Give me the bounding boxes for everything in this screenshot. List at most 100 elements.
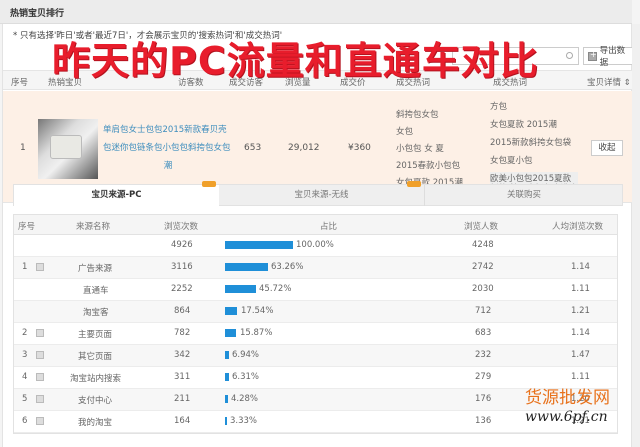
search-input[interactable] bbox=[452, 47, 579, 65]
ratio-value: 6.94% bbox=[232, 350, 260, 360]
notice-text: * 只有选择'昨日'或者'最近7日'，才会展示宝贝的'搜索热词'和'成交热词' bbox=[13, 31, 283, 41]
scrollbar[interactable] bbox=[632, 24, 640, 447]
table-row: 4 淘宝站内搜索 311 6.31% 279 1.11 bbox=[14, 367, 617, 389]
uv-value: 136 bbox=[475, 416, 492, 426]
collapse-button[interactable]: 收起 bbox=[591, 140, 623, 156]
table-row: 5 支付中心 211 4.28% 176 1.20 bbox=[14, 389, 617, 411]
pv-value: 2252 bbox=[171, 284, 193, 294]
avg-value: 1.21 bbox=[571, 306, 590, 316]
source-name: 直通车 bbox=[83, 286, 109, 296]
ratio-bar bbox=[225, 241, 293, 249]
row-index: 2 bbox=[22, 328, 28, 338]
ratio-bar bbox=[225, 351, 229, 359]
source-name: 淘宝站内搜索 bbox=[70, 374, 122, 384]
source-name: 主要页面 bbox=[78, 330, 113, 340]
col-index: 序号 bbox=[11, 78, 29, 88]
visitors-value: 653 bbox=[244, 143, 262, 153]
keyword: 斜挎包女包 bbox=[396, 110, 439, 120]
tab-source-pc[interactable]: 宝贝来源-PC bbox=[14, 185, 219, 206]
col-index: 序号 bbox=[18, 222, 36, 232]
ratio-bar bbox=[225, 395, 228, 403]
keyword: 2015春款小包包 bbox=[396, 161, 461, 171]
col-avg-views: 人均浏览次数 bbox=[552, 222, 604, 232]
ratio-value: 100.00% bbox=[296, 240, 334, 250]
pv-value: 864 bbox=[174, 306, 191, 316]
table-row: 2 主要页面 782 15.87% 683 1.14 bbox=[14, 323, 617, 345]
col-visitors[interactable]: 访客数 bbox=[178, 78, 204, 88]
pageviews-value: 29,012 bbox=[288, 143, 320, 153]
tab-label: 宝贝来源-PC bbox=[91, 190, 142, 200]
search-icon[interactable] bbox=[566, 52, 573, 59]
source-name: 其它页面 bbox=[78, 352, 113, 362]
col-details[interactable]: 宝贝详情 ⇕ bbox=[587, 78, 631, 88]
tab-label: 宝贝来源-无线 bbox=[294, 190, 349, 200]
export-label: 导出数据 bbox=[599, 46, 626, 68]
col-ratio: 占比 bbox=[320, 222, 338, 232]
product-thumbnail[interactable] bbox=[38, 119, 98, 179]
panel-body: * 只有选择'昨日'或者'最近7日'，才会展示宝贝的'搜索热词'和'成交热词' … bbox=[2, 24, 633, 447]
avg-value: 1.20 bbox=[571, 394, 590, 404]
pv-value: 211 bbox=[174, 394, 191, 404]
expand-icon[interactable] bbox=[36, 373, 44, 381]
uv-value: 232 bbox=[475, 350, 492, 360]
expand-icon[interactable] bbox=[36, 263, 44, 271]
panel-header: 热销宝贝排行 bbox=[0, 0, 632, 24]
pv-value: 3116 bbox=[171, 262, 193, 272]
avg-value: 1.47 bbox=[571, 350, 590, 360]
source-tabs: 宝贝来源-PC 宝贝来源-无线 关联购买 bbox=[13, 181, 623, 206]
uv-value: 4248 bbox=[472, 240, 494, 250]
expand-icon[interactable] bbox=[36, 329, 44, 337]
source-name: 广告来源 bbox=[78, 264, 113, 274]
col-source-name: 来源名称 bbox=[76, 222, 111, 232]
table-row: 直通车 2252 45.72% 2030 1.11 bbox=[14, 279, 617, 301]
ratio-value: 3.33% bbox=[230, 416, 258, 426]
ratio-bar bbox=[225, 307, 237, 315]
keyword: 女包夏款 2015潮 bbox=[490, 120, 557, 130]
source-name: 淘宝客 bbox=[83, 308, 109, 318]
watermark-url: www.6pf.cn bbox=[525, 409, 608, 425]
ratio-value: 45.72% bbox=[259, 284, 292, 294]
col-deal-keywords: 成交热词 bbox=[493, 78, 528, 88]
ratio-bar bbox=[225, 373, 229, 381]
ratio-value: 4.28% bbox=[231, 394, 259, 404]
pv-value: 164 bbox=[174, 416, 191, 426]
source-name: 支付中心 bbox=[78, 396, 113, 406]
col-pageviews: 浏览次数 bbox=[164, 222, 199, 232]
tab-related-purchase[interactable]: 关联购买 bbox=[425, 185, 623, 206]
source-name: 我的淘宝 bbox=[78, 418, 113, 428]
export-data-button[interactable]: 导出数据 bbox=[583, 46, 633, 68]
tab-label: 关联购买 bbox=[506, 190, 541, 200]
avg-value: 1.21 bbox=[571, 416, 590, 426]
product-title-link[interactable]: 单肩包女士包包2015新款春贝壳 包迷你包链条包小包包斜挎包女包 潮 bbox=[103, 121, 233, 175]
uv-value: 683 bbox=[475, 328, 492, 338]
search-keyword-list: 斜挎包女包 女包 小包包 女 夏 2015春款小包包 女包夏款 2015潮 bbox=[396, 107, 463, 192]
ratio-bar bbox=[225, 329, 236, 337]
expand-icon[interactable] bbox=[36, 351, 44, 359]
title-line-3: 潮 bbox=[163, 161, 173, 171]
ratio-value: 15.87% bbox=[240, 328, 273, 338]
col-price[interactable]: 成交价 bbox=[340, 78, 366, 88]
expand-icon[interactable] bbox=[36, 395, 44, 403]
row-index: 5 bbox=[22, 394, 28, 404]
keyword: 方包 bbox=[490, 102, 508, 112]
ratio-bar bbox=[225, 417, 227, 425]
ratio-bar bbox=[225, 263, 268, 271]
col-deal-visitors[interactable]: 成交访客 bbox=[229, 78, 264, 88]
col-pageviews[interactable]: 浏览量 bbox=[285, 78, 311, 88]
price-value: ¥360 bbox=[348, 143, 371, 153]
uv-value: 176 bbox=[475, 394, 492, 404]
ratio-value: 17.54% bbox=[241, 306, 274, 316]
pv-value: 4926 bbox=[171, 240, 193, 250]
row-index: 6 bbox=[22, 416, 28, 426]
source-table-header: 序号 来源名称 浏览次数 占比 浏览人数 人均浏览次数 bbox=[14, 215, 617, 235]
avg-value: 1.14 bbox=[571, 328, 590, 338]
uv-value: 712 bbox=[475, 306, 492, 316]
table-row: 1 广告来源 3116 63.26% 2742 1.14 bbox=[14, 257, 617, 279]
watermark: 货源批发网 www.6pf.cn bbox=[525, 389, 610, 427]
ratio-value: 63.26% bbox=[271, 262, 304, 272]
expand-icon[interactable] bbox=[36, 417, 44, 425]
keyword: 小包包 女 夏 bbox=[396, 144, 444, 154]
uv-value: 2742 bbox=[472, 262, 494, 272]
tab-source-wireless[interactable]: 宝贝来源-无线 bbox=[219, 185, 424, 206]
row-index: 1 bbox=[22, 262, 28, 272]
